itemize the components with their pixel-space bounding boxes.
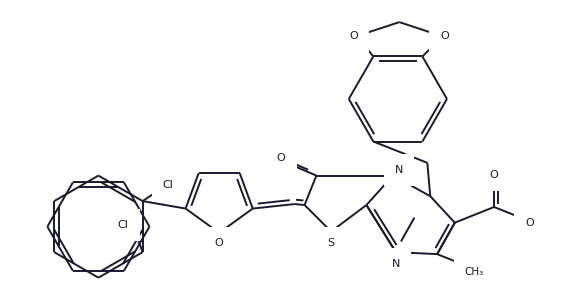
- Text: O: O: [215, 238, 224, 248]
- Text: O: O: [277, 153, 285, 163]
- Text: N: N: [395, 165, 403, 175]
- Text: S: S: [328, 238, 334, 248]
- Text: N: N: [392, 259, 400, 269]
- Text: O: O: [490, 170, 498, 180]
- Text: O: O: [525, 218, 534, 228]
- Text: CH₃: CH₃: [465, 267, 484, 277]
- Text: O: O: [349, 31, 358, 41]
- Text: Cl: Cl: [163, 180, 173, 190]
- Text: O: O: [441, 31, 449, 41]
- Text: Cl: Cl: [118, 220, 128, 230]
